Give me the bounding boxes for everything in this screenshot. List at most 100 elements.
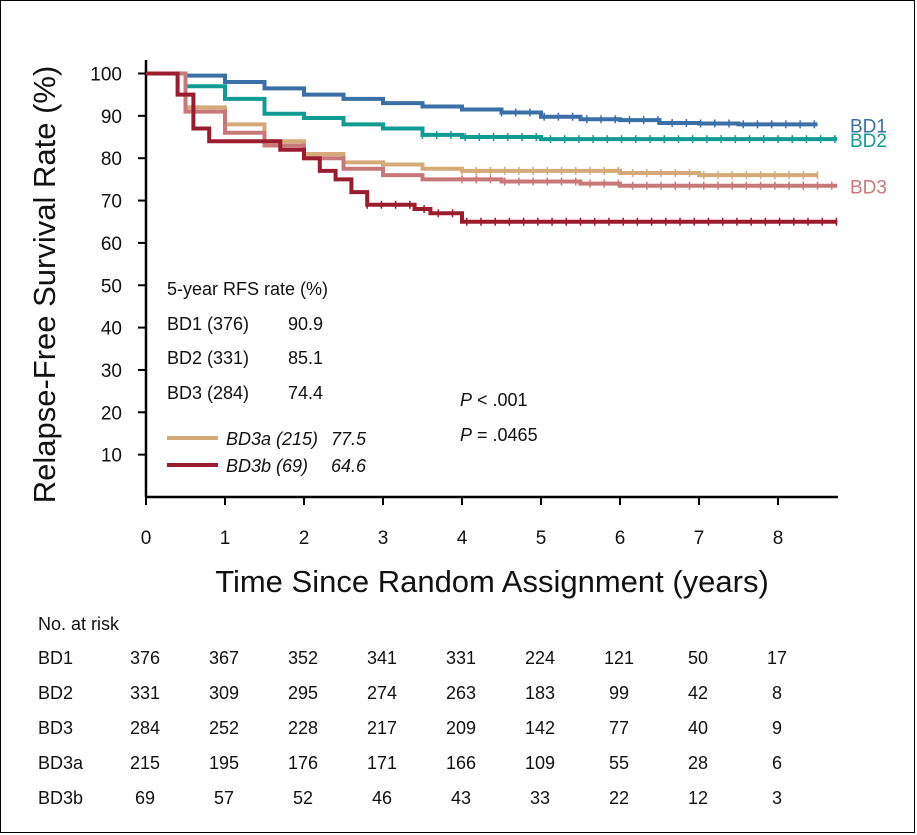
legend-value: 74.4 — [288, 383, 323, 403]
risk-cell: 215 — [129, 753, 161, 773]
x-tick-label: 1 — [220, 528, 231, 549]
legend-label: BD2 (331) — [167, 348, 249, 368]
risk-row-label: BD3b — [38, 788, 84, 808]
risk-cell: 40 — [687, 718, 709, 738]
risk-cell: 42 — [687, 683, 709, 703]
censor-marks-bd3a — [461, 166, 819, 180]
risk-cell: 69 — [134, 788, 156, 808]
x-tick-label: 5 — [536, 528, 547, 549]
risk-cell: 121 — [603, 648, 635, 668]
y-tick-label: 10 — [101, 446, 122, 467]
risk-cell: 52 — [292, 788, 314, 808]
risk-cell: 50 — [687, 648, 709, 668]
legend-title: 5-year RFS rate (%) — [167, 279, 328, 299]
legend-label: BD3b (69) — [226, 456, 308, 476]
risk-cell: 252 — [208, 718, 240, 738]
risk-row-bd2: BD2 331 309 295 274 263 183 99 42 8 — [0, 683, 917, 707]
y-tick-label: 60 — [101, 234, 122, 255]
risk-row-bd1: BD1 376 367 352 341 331 224 121 50 17 — [0, 648, 917, 672]
risk-row-label: BD1 — [38, 648, 74, 668]
risk-cell: 367 — [208, 648, 240, 668]
censor-marks-bd2 — [421, 130, 836, 144]
risk-cell: 352 — [287, 648, 319, 668]
x-tick-label: 8 — [773, 528, 784, 549]
x-tick-label: 7 — [694, 528, 705, 549]
risk-table-title: No. at risk — [38, 614, 120, 634]
risk-cell: 28 — [687, 753, 709, 773]
risk-cell: 171 — [366, 753, 398, 773]
series-line-bd3a — [146, 71, 818, 178]
legend-value: 85.1 — [288, 348, 323, 368]
risk-cell: 209 — [445, 718, 477, 738]
legend-label: BD3 (284) — [167, 383, 249, 403]
risk-cell: 8 — [771, 683, 782, 703]
y-tick-label: 70 — [101, 192, 122, 213]
risk-row-label: BD3a — [38, 753, 84, 773]
y-tick-label: 100 — [90, 65, 122, 86]
risk-cell: 142 — [524, 718, 556, 738]
legend-value: 64.6 — [331, 456, 367, 476]
x-tick-label: 3 — [378, 528, 389, 549]
p-value-annotation: P < .001 — [460, 390, 528, 410]
risk-cell: 43 — [450, 788, 472, 808]
risk-cell: 176 — [287, 753, 319, 773]
risk-cell: 99 — [608, 683, 630, 703]
risk-cell: 331 — [129, 683, 161, 703]
censor-marks-bd3 — [461, 175, 833, 190]
y-tick-label: 40 — [101, 319, 122, 340]
legend-value: 90.9 — [288, 314, 323, 334]
risk-cell: 228 — [287, 718, 319, 738]
risk-cell: 376 — [129, 648, 161, 668]
y-tick-label: 90 — [101, 107, 122, 128]
risk-row-label: BD2 — [38, 683, 74, 703]
p-value-annotation: P = .0465 — [460, 425, 538, 445]
risk-cell: 9 — [771, 718, 782, 738]
x-tick-label: 6 — [615, 528, 626, 549]
series-end-label-bd1: BD1 — [850, 116, 887, 137]
series-line-bd2 — [146, 71, 838, 142]
risk-row-bd3b: BD3b 69 57 52 46 43 33 22 12 3 — [0, 788, 917, 812]
risk-cell: 55 — [608, 753, 630, 773]
y-tick-label: 80 — [101, 149, 122, 170]
x-axis-label: Time Since Random Assignment (years) — [215, 564, 769, 599]
series-line-bd3b — [146, 71, 838, 224]
risk-cell: 217 — [366, 718, 398, 738]
risk-cell: 331 — [445, 648, 477, 668]
risk-cell: 109 — [524, 753, 556, 773]
y-tick-label: 20 — [101, 403, 122, 424]
risk-cell: 33 — [529, 788, 551, 808]
risk-cell: 17 — [766, 648, 788, 668]
legend-value: 77.5 — [331, 429, 367, 449]
y-axis-label: Relapse-Free Survival Rate (%) — [27, 66, 62, 504]
risk-cell: 3 — [771, 788, 782, 808]
risk-cell: 6 — [771, 753, 782, 773]
risk-row-bd3a: BD3a 215 195 176 171 166 109 55 28 6 — [0, 753, 917, 777]
series-end-label-bd3: BD3 — [850, 178, 887, 199]
risk-row-bd3: BD3 284 252 228 217 209 142 77 40 9 — [0, 718, 917, 742]
risk-cell: 166 — [445, 753, 477, 773]
risk-cell: 195 — [208, 753, 240, 773]
risk-cell: 284 — [129, 718, 161, 738]
series-line-bd3 — [146, 71, 838, 188]
x-tick-label: 4 — [457, 528, 468, 549]
x-tick-label: 2 — [299, 528, 310, 549]
risk-cell: 224 — [524, 648, 556, 668]
risk-cell: 295 — [287, 683, 319, 703]
censor-marks-bd3b — [366, 200, 838, 226]
risk-cell: 22 — [608, 788, 630, 808]
legend-label: BD1 (376) — [167, 314, 249, 334]
y-tick-label: 30 — [101, 361, 122, 382]
risk-cell: 46 — [371, 788, 393, 808]
legend-label: BD3a (215) — [226, 429, 318, 449]
risk-cell: 274 — [366, 683, 398, 703]
risk-cell: 309 — [208, 683, 240, 703]
risk-cell: 341 — [366, 648, 398, 668]
risk-cell: 57 — [213, 788, 235, 808]
risk-cell: 263 — [445, 683, 477, 703]
risk-cell: 12 — [687, 788, 709, 808]
censor-marks-bd1 — [500, 108, 816, 129]
series-end-label-bd2: BD2 — [850, 131, 887, 152]
risk-row-label: BD3 — [38, 718, 74, 738]
risk-cell: 77 — [608, 718, 630, 738]
